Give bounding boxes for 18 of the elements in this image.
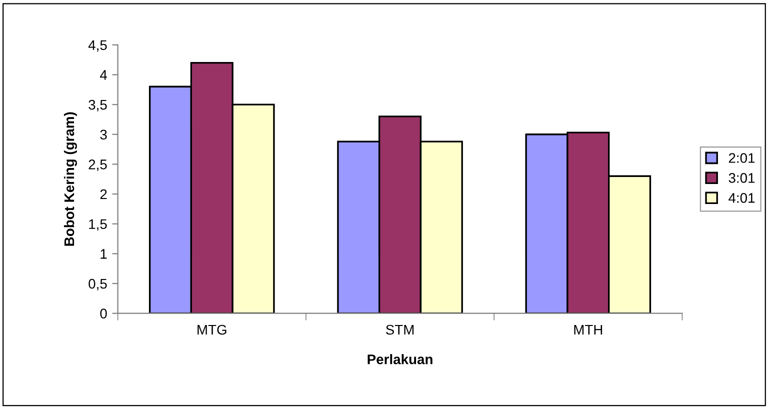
- x-tick-label: MTG: [198, 324, 226, 335]
- y-tick-label: 4: [100, 70, 107, 80]
- y-tick-label: 4,5: [88, 40, 107, 52]
- x-axis-title: Perlakuan: [368, 354, 432, 364]
- x-tick-label: STM: [386, 324, 414, 335]
- y-tick-label: 0,5: [88, 278, 107, 290]
- legend-label: 2:01: [728, 153, 755, 163]
- y-tick-label: 3,5: [88, 100, 107, 112]
- y-axis-title: Bobot Kering (gram): [64, 112, 77, 246]
- legend-label: 3:01: [728, 173, 755, 183]
- y-tick-label: 3: [100, 130, 107, 140]
- y-tick-label: 0: [100, 308, 107, 319]
- y-tick-label: 1: [100, 249, 107, 259]
- y-tick-label: 1,5: [89, 219, 107, 231]
- x-tick-label: MTH: [574, 324, 602, 335]
- legend-label: 4:01: [728, 193, 755, 203]
- y-tick-label: 2: [100, 189, 107, 200]
- y-tick-label: 2,5: [88, 160, 107, 172]
